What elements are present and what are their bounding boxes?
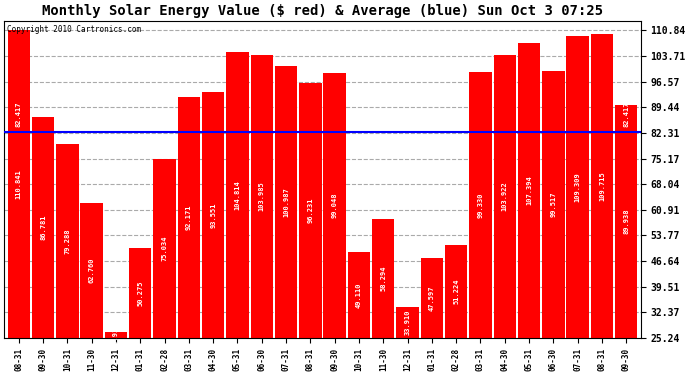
Bar [32,117,55,338]
Bar [226,52,248,338]
Text: 93.551: 93.551 [210,202,216,228]
Text: 49.110: 49.110 [356,282,362,308]
Text: 96.231: 96.231 [307,198,313,223]
Text: 103.985: 103.985 [259,182,265,212]
Bar [81,203,103,338]
Bar [299,83,322,338]
Bar [153,159,176,338]
Bar [56,144,79,338]
Bar [105,332,127,338]
Bar [8,30,30,338]
Text: 107.394: 107.394 [526,176,532,205]
Text: 100.987: 100.987 [283,187,289,217]
Text: Copyright 2010 Cartronics.com: Copyright 2010 Cartronics.com [8,26,141,34]
Bar [542,71,564,338]
Bar [178,98,200,338]
Text: 104.814: 104.814 [235,180,240,210]
Bar [615,105,638,338]
Text: 26.918: 26.918 [113,322,119,348]
Text: 82.417: 82.417 [16,102,22,127]
Bar [566,36,589,338]
Bar [469,72,492,338]
Text: 103.922: 103.922 [502,182,508,212]
Bar [396,307,419,338]
Bar [202,92,224,338]
Text: 99.330: 99.330 [477,192,484,217]
Text: 89.938: 89.938 [623,209,629,234]
Text: 50.275: 50.275 [137,280,144,306]
Text: 86.781: 86.781 [40,214,46,240]
Text: 33.910: 33.910 [404,310,411,335]
Bar [445,244,467,338]
Text: 99.517: 99.517 [551,192,556,217]
Text: 51.224: 51.224 [453,279,459,304]
Text: 82.417: 82.417 [623,102,629,127]
Title: Monthly Solar Energy Value ($ red) & Average (blue) Sun Oct 3 07:25: Monthly Solar Energy Value ($ red) & Ave… [42,4,603,18]
Bar [275,66,297,338]
Bar [348,252,370,338]
Text: 109.309: 109.309 [575,172,581,202]
Bar [250,55,273,338]
Bar [591,34,613,338]
Text: 92.171: 92.171 [186,205,192,231]
Bar [372,219,395,338]
Text: 58.294: 58.294 [380,266,386,291]
Text: 62.760: 62.760 [88,258,95,283]
Text: 99.048: 99.048 [332,193,337,218]
Bar [324,73,346,338]
Text: 110.841: 110.841 [16,169,22,199]
Text: 109.715: 109.715 [599,171,605,201]
Bar [493,55,516,338]
Text: 75.034: 75.034 [161,236,168,261]
Text: 47.597: 47.597 [429,285,435,310]
Bar [421,258,443,338]
Bar [518,43,540,338]
Bar [129,248,151,338]
Text: 79.288: 79.288 [64,228,70,254]
